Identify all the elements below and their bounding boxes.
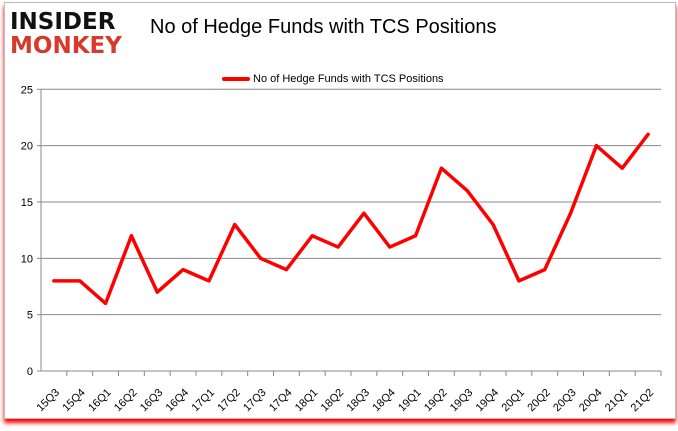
x-tick-label: 16Q4 <box>164 387 192 415</box>
x-tick-label: 18Q4 <box>370 387 398 415</box>
x-tick-label: 20Q3 <box>551 387 579 415</box>
data-point <box>78 279 82 283</box>
data-point <box>155 290 159 294</box>
data-point <box>517 279 521 283</box>
data-point <box>259 256 263 260</box>
y-tick-label: 25 <box>21 84 33 96</box>
logo-line-1: INSIDER <box>10 9 116 35</box>
data-point <box>129 234 133 238</box>
logo-line-2: MONKEY <box>10 33 122 59</box>
data-point <box>310 234 314 238</box>
x-tick-label: 18Q3 <box>345 387 373 415</box>
x-tick-label: 16Q1 <box>86 387 114 415</box>
data-point <box>569 211 573 215</box>
data-point <box>52 279 56 283</box>
x-tick-label: 15Q3 <box>35 387 63 415</box>
x-tick-label: 21Q1 <box>603 387 631 415</box>
chart-frame <box>4 2 676 419</box>
x-tick-label: 19Q4 <box>474 387 502 415</box>
x-tick-label: 17Q2 <box>215 387 243 415</box>
x-tick-label: 18Q1 <box>293 387 321 415</box>
x-tick-label: 16Q2 <box>112 387 140 415</box>
data-point <box>439 166 443 170</box>
x-tick-label: 18Q2 <box>319 387 347 415</box>
x-tick-label: 19Q3 <box>448 387 476 415</box>
data-point <box>388 245 392 249</box>
series-line <box>52 132 650 306</box>
x-tick-label: 19Q2 <box>422 387 450 415</box>
data-point <box>233 223 237 227</box>
y-tick-label: 5 <box>27 310 33 322</box>
x-tick-label: 17Q4 <box>267 387 295 415</box>
x-tick-label: 15Q4 <box>60 387 88 415</box>
data-point <box>414 234 418 238</box>
y-tick-label: 20 <box>21 141 33 153</box>
data-point <box>646 132 650 136</box>
x-tick-label: 19Q1 <box>396 387 424 415</box>
y-tick-label: 15 <box>21 197 33 209</box>
data-point <box>104 301 108 305</box>
y-tick-label: 0 <box>27 366 33 378</box>
x-tick-label: 20Q2 <box>525 387 553 415</box>
x-tick-label: 20Q4 <box>577 387 605 415</box>
data-point <box>465 189 469 193</box>
data-point <box>336 245 340 249</box>
x-tick-label: 17Q3 <box>241 387 269 415</box>
data-point <box>207 279 211 283</box>
data-point <box>284 268 288 272</box>
data-point <box>543 268 547 272</box>
legend-label: No of Hedge Funds with TCS Positions <box>253 73 444 85</box>
x-tick-label: 17Q1 <box>190 387 218 415</box>
data-point <box>620 166 624 170</box>
insider-monkey-logo: INSIDER MONKEY <box>10 10 122 58</box>
data-point <box>594 144 598 148</box>
data-point <box>362 211 366 215</box>
x-tick-label: 16Q3 <box>138 387 166 415</box>
legend: No of Hedge Funds with TCS Positions <box>222 73 444 85</box>
x-tick-label: 21Q2 <box>629 387 657 415</box>
x-tick-label: 20Q1 <box>500 387 528 415</box>
legend-swatch <box>222 77 250 81</box>
chart-title: No of Hedge Funds with TCS Positions <box>150 16 497 38</box>
data-point <box>181 268 185 272</box>
data-point <box>491 223 495 227</box>
y-tick-label: 10 <box>21 253 33 265</box>
